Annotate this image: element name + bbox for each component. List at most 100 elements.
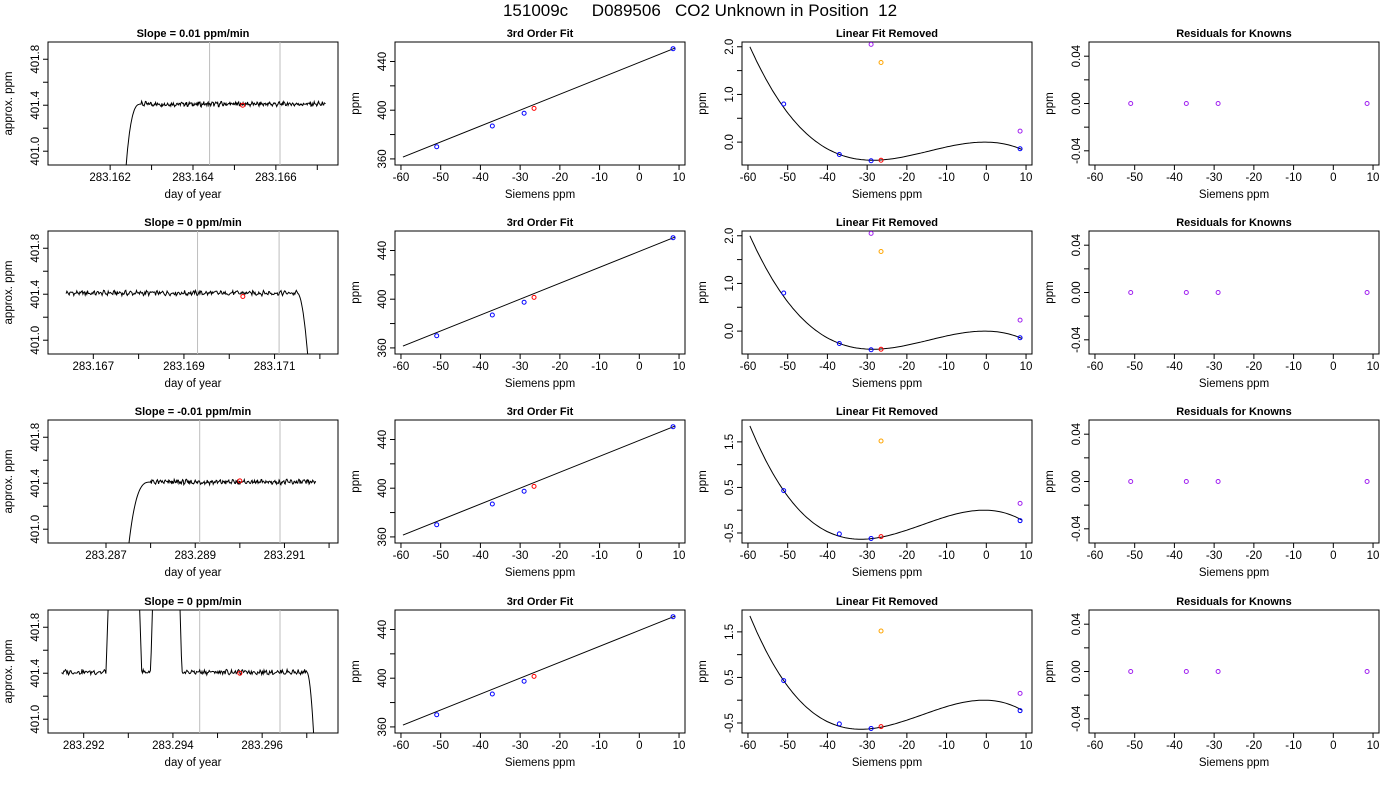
y-axis-label: ppm: [350, 281, 362, 303]
data-point: [1215, 101, 1221, 106]
x-axis-label: Siemens ppm: [505, 567, 575, 579]
x-tick-label: -30: [859, 172, 876, 184]
sample-point: [531, 483, 537, 489]
y-tick-label: 401.8: [30, 234, 42, 263]
known-point: [521, 488, 527, 494]
x-tick-label: -30: [859, 361, 876, 373]
x-tick-label: -50: [1126, 740, 1143, 752]
x-axis-label: Siemens ppm: [1199, 757, 1269, 769]
y-axis-label: ppm: [1044, 92, 1056, 114]
data-point: [1128, 290, 1134, 295]
plot-area: [1128, 290, 1370, 295]
x-tick-label: -60: [393, 361, 410, 373]
x-tick-label: -60: [740, 740, 757, 752]
x-axis-label: Siemens ppm: [852, 757, 922, 769]
y-axis-label: ppm: [1044, 660, 1056, 682]
x-tick-label: 0: [983, 361, 989, 373]
x-tick-label: -50: [1126, 361, 1143, 373]
x-tick-label: -20: [552, 172, 569, 184]
x-tick-label: 10: [1020, 550, 1033, 562]
x-tick-label: 283.167: [73, 361, 115, 373]
x-tick-label: 0: [983, 172, 989, 184]
known-point: [670, 614, 676, 620]
data-point: [868, 231, 874, 236]
panel-r0c3: Residuals for Knowns Siemens ppm ppm -60 -50…: [1044, 28, 1380, 201]
panel-r0c1: 3rd Order Fit Siemens ppm ppm -60 -50 -40 -30 -…: [350, 28, 686, 201]
y-tick-label: 0.04: [1071, 612, 1083, 635]
x-axis-label: Siemens ppm: [1199, 567, 1269, 579]
x-tick-label: 283.292: [63, 740, 105, 752]
x-tick-label: -60: [393, 550, 410, 562]
x-tick-label: -50: [779, 361, 796, 373]
x-tick-label: 10: [1020, 172, 1033, 184]
x-tick-label: -40: [472, 361, 489, 373]
known-point: [1017, 708, 1023, 714]
panel-r3c1: 3rd Order Fit Siemens ppm ppm -60 -50 -40 -30 -…: [350, 596, 686, 769]
sample-point: [878, 534, 884, 540]
plot-frame: [394, 41, 686, 166]
data-trace: [65, 288, 309, 354]
panel-r2c2: Linear Fit Removed Siemens ppm ppm -60 -50 -4…: [697, 406, 1033, 579]
y-tick-label: -0.04: [1071, 705, 1083, 732]
x-tick-label: -30: [859, 550, 876, 562]
plot-frame: [741, 419, 1033, 544]
x-tick-label: 0: [983, 550, 989, 562]
x-tick-label: 10: [1020, 740, 1033, 752]
x-tick-label: -30: [1206, 550, 1223, 562]
sample-point: [240, 294, 246, 300]
y-tick-label: 440: [377, 241, 389, 260]
known-point: [868, 725, 874, 731]
known-point: [781, 678, 787, 684]
panel-r3c3: Residuals for Knowns Siemens ppm ppm -60 -50…: [1044, 596, 1380, 769]
data-point: [878, 249, 884, 254]
y-tick-label: 0.04: [1071, 44, 1083, 67]
x-tick-label: 10: [1020, 361, 1033, 373]
x-tick-label: -50: [432, 361, 449, 373]
sample-point: [878, 724, 884, 730]
fit-line: [402, 47, 676, 158]
data-point: [1215, 669, 1221, 674]
sample-point: [237, 670, 243, 676]
chart-title: 3rd Order Fit: [507, 217, 574, 229]
y-tick-label: 400: [377, 290, 389, 309]
data-point: [1364, 290, 1370, 295]
y-tick-label: 400: [377, 479, 389, 498]
x-tick-label: 10: [673, 550, 686, 562]
fit-line: [402, 425, 676, 536]
plot-frame: [394, 419, 686, 544]
data-point: [1183, 101, 1189, 106]
x-tick-label: -30: [1206, 361, 1223, 373]
chart-title: Slope = 0.01 ppm/min: [137, 28, 250, 40]
y-tick-label: 401.8: [30, 613, 42, 642]
known-point: [434, 333, 440, 339]
chart-title: Slope = 0 ppm/min: [144, 596, 242, 608]
x-axis-label: day of year: [165, 567, 222, 579]
panel-r1c3: Residuals for Knowns Siemens ppm ppm -60 -50…: [1044, 217, 1380, 390]
known-point: [434, 712, 440, 718]
data-point: [1183, 669, 1189, 674]
x-tick-label: 283.289: [174, 550, 216, 562]
data-point: [1215, 479, 1221, 484]
plot-frame: [47, 230, 339, 355]
x-tick-label: -60: [393, 172, 410, 184]
x-tick-label: -50: [432, 550, 449, 562]
x-tick-label: -10: [591, 361, 608, 373]
plot-area: [749, 425, 1023, 541]
data-point: [1017, 317, 1023, 323]
x-tick-label: 10: [1367, 740, 1380, 752]
x-tick-label: -40: [819, 172, 836, 184]
known-point: [868, 535, 874, 541]
x-tick-label: 283.294: [152, 740, 194, 752]
known-point: [489, 312, 495, 318]
sample-point: [531, 105, 537, 111]
data-point: [1364, 101, 1370, 106]
known-point: [1017, 146, 1023, 152]
x-tick-label: -10: [938, 361, 955, 373]
known-point: [521, 110, 527, 116]
y-tick-label: -0.04: [1071, 515, 1083, 542]
x-tick-label: -20: [899, 550, 916, 562]
x-tick-label: -30: [512, 172, 529, 184]
y-axis-label: ppm: [697, 470, 709, 492]
plot-area: [402, 424, 676, 536]
y-tick-label: 401.4: [30, 658, 42, 687]
